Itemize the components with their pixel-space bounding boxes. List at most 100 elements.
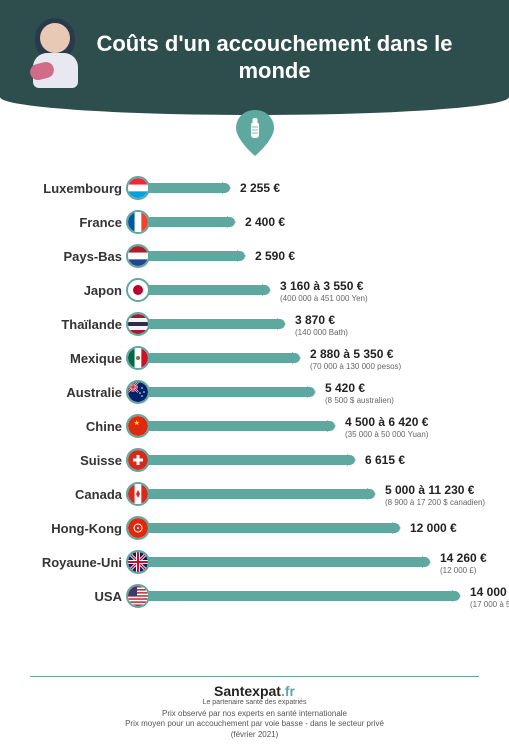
price-note: (400 000 à 451 000 Yen) [280,294,368,303]
bar [130,591,460,601]
flag-icon [126,414,150,438]
price-block: 6 615 € [365,451,405,469]
price-text: 14 000 à 40 000 € [470,585,509,599]
bar [130,557,430,567]
price-block: 5 000 à 11 230 € (8 900 à 17 200 $ canad… [385,481,485,507]
flag-icon [126,244,150,268]
price-text: 2 400 € [245,215,285,229]
price-block: 2 590 € [255,247,295,265]
country-label: Hong-Kong [30,521,130,536]
price-block: 12 000 € [410,519,457,537]
country-label: Australie [30,385,130,400]
flag-icon [126,380,150,404]
chart-row: Hong-Kong 12 000 € [30,515,479,541]
chart-row: USA 14 000 à 40 000 € (17 000 à 50 000 $… [30,583,479,609]
price-text: 2 590 € [255,249,295,263]
flag-icon [126,516,150,540]
price-block: 14 000 à 40 000 € (17 000 à 50 000 $) [470,583,509,609]
chart-row: Japon 3 160 à 3 550 € (400 000 à 451 000… [30,277,479,303]
flag-icon [126,278,150,302]
price-note: (8 900 à 17 200 $ canadien) [385,498,485,507]
flag-icon [126,584,150,608]
bar-area: 5 000 à 11 230 € (8 900 à 17 200 $ canad… [130,481,479,507]
footnote-line: Prix moyen pour un accouchement par voie… [125,719,384,728]
brand-tagline: Le partenaire santé des expatriés [30,699,479,706]
footnote: Prix observé par nos experts en santé in… [30,709,479,740]
flag-icon [126,550,150,574]
price-text: 2 255 € [240,181,280,195]
bar-area: 2 590 € [130,243,479,269]
chart-row: Chine 4 500 à 6 420 € (35 000 à 50 000 Y… [30,413,479,439]
country-label: Canada [30,487,130,502]
price-block: 3 870 € (140 000 Bath) [295,311,348,337]
bar-area: 4 500 à 6 420 € (35 000 à 50 000 Yuan) [130,413,479,439]
price-block: 4 500 à 6 420 € (35 000 à 50 000 Yuan) [345,413,428,439]
price-text: 12 000 € [410,521,457,535]
chart-row: Luxembourg 2 255 € [30,175,479,201]
price-text: 2 880 à 5 350 € [310,347,393,361]
chart-row: Suisse 6 615 € [30,447,479,473]
flag-icon [126,176,150,200]
price-block: 5 420 € (8 500 $ australien) [325,379,394,405]
bar [130,421,335,431]
price-block: 2 880 à 5 350 € (70 000 à 130 000 pesos) [310,345,401,371]
bar [130,319,285,329]
baby-bottle-pin-icon [236,110,274,156]
price-note: (140 000 Bath) [295,328,348,337]
header: Coûts d'un accouchement dans le monde [0,0,509,115]
chart-row: Pays-Bas 2 590 € [30,243,479,269]
flag-icon [126,482,150,506]
price-text: 3 160 à 3 550 € [280,279,363,293]
chart-row: Thaïlande 3 870 € (140 000 Bath) [30,311,479,337]
price-note: (8 500 $ australien) [325,396,394,405]
chart-row: Royaune-Uni 14 260 € (12 000 £) [30,549,479,575]
bar [130,523,400,533]
chart-row: Australie 5 420 € (8 500 $ australien) [30,379,479,405]
flag-icon [126,210,150,234]
country-label: USA [30,589,130,604]
mother-illustration [20,18,90,98]
price-note: (17 000 à 50 000 $) [470,600,509,609]
country-label: Royaune-Uni [30,555,130,570]
price-block: 14 260 € (12 000 £) [440,549,487,575]
bar-area: 5 420 € (8 500 $ australien) [130,379,479,405]
country-label: Mexique [30,351,130,366]
bar [130,387,315,397]
price-note: (12 000 £) [440,566,487,575]
chart-row: Canada 5 000 à 11 230 € (8 900 à 17 200 … [30,481,479,507]
country-label: Thaïlande [30,317,130,332]
price-text: 6 615 € [365,453,405,467]
page-title: Coûts d'un accouchement dans le monde [90,31,489,84]
brand-logo: Santexpat.fr [30,683,479,699]
bar-area: 6 615 € [130,447,479,473]
country-label: Pays-Bas [30,249,130,264]
price-block: 2 255 € [240,179,280,197]
price-note: (70 000 à 130 000 pesos) [310,362,401,371]
bar [130,455,355,465]
price-text: 3 870 € [295,313,335,327]
flag-icon [126,346,150,370]
brand-suffix: .fr [281,683,295,699]
bar-area: 14 260 € (12 000 £) [130,549,479,575]
price-text: 5 420 € [325,381,365,395]
brand-name: Santexpat [214,683,281,699]
bar-area: 2 400 € [130,209,479,235]
country-label: Luxembourg [30,181,130,196]
bar [130,353,300,363]
chart-row: France 2 400 € [30,209,479,235]
price-note: (35 000 à 50 000 Yuan) [345,430,428,439]
country-label: France [30,215,130,230]
country-label: Chine [30,419,130,434]
flag-icon [126,312,150,336]
bar-area: 14 000 à 40 000 € (17 000 à 50 000 $) [130,583,479,609]
price-block: 2 400 € [245,213,285,231]
chart-row: Mexique 2 880 à 5 350 € (70 000 à 130 00… [30,345,479,371]
bar-chart: Luxembourg 2 255 € France 2 400 € Pays-B… [0,161,509,609]
footnote-line: (février 2021) [231,730,279,739]
footer: Santexpat.fr Le partenaire santé des exp… [30,676,479,740]
bar-area: 3 870 € (140 000 Bath) [130,311,479,337]
bar [130,489,375,499]
bar-area: 3 160 à 3 550 € (400 000 à 451 000 Yen) [130,277,479,303]
country-label: Suisse [30,453,130,468]
flag-icon [126,448,150,472]
